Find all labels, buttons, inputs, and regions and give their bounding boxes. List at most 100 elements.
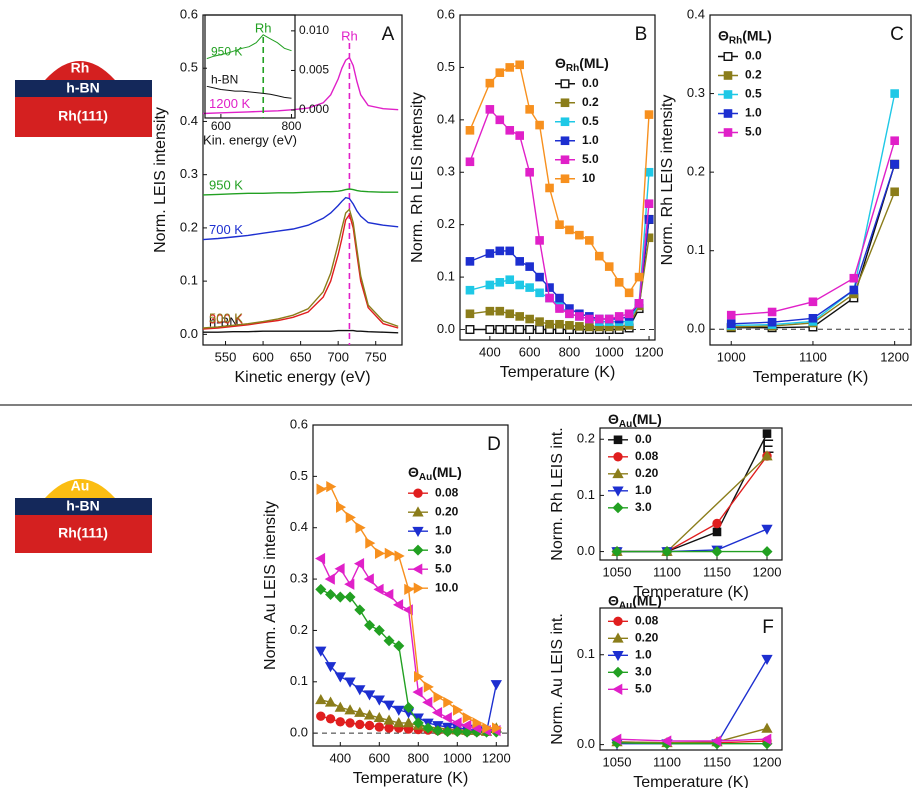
marker bbox=[505, 246, 515, 256]
substrate-shape bbox=[15, 515, 152, 553]
series-line bbox=[203, 329, 399, 334]
x-tick-label: 600 bbox=[519, 344, 541, 359]
marker bbox=[364, 720, 375, 731]
legend-symbol: Θ bbox=[408, 464, 419, 480]
x-tick-label: 400 bbox=[479, 344, 501, 359]
y-tick-label: 0.0 bbox=[180, 326, 198, 341]
marker bbox=[345, 718, 355, 728]
marker bbox=[535, 288, 544, 298]
legend-label: 0.0 bbox=[745, 49, 762, 63]
y-tick-label: 0.4 bbox=[687, 6, 705, 21]
legend-marker bbox=[723, 52, 733, 62]
peak-annotation: Rh bbox=[255, 20, 272, 35]
marker bbox=[545, 283, 554, 292]
marker bbox=[414, 671, 425, 683]
marker bbox=[661, 735, 672, 747]
legend-label: 0.20 bbox=[635, 630, 659, 644]
legend-label: 1.0 bbox=[635, 647, 652, 661]
panel-label: F bbox=[762, 617, 774, 638]
marker bbox=[767, 317, 777, 327]
x-tick-label: 400 bbox=[329, 750, 351, 765]
curve-label: 300 K bbox=[209, 311, 243, 326]
legend-label: 5.0 bbox=[635, 681, 652, 695]
legend-marker bbox=[560, 155, 570, 165]
legend-label: 3.0 bbox=[635, 664, 652, 678]
marker bbox=[611, 733, 622, 745]
marker bbox=[315, 646, 327, 657]
marker bbox=[604, 314, 614, 324]
marker bbox=[383, 714, 395, 725]
marker bbox=[515, 280, 524, 290]
series-line bbox=[202, 207, 399, 329]
y-tick-label: 0.000 bbox=[299, 102, 329, 116]
y-tick-label: 0.2 bbox=[180, 219, 198, 234]
legend-unit: (ML) bbox=[632, 411, 662, 427]
legend-symbol: Θ bbox=[608, 411, 619, 427]
y-tick-label: 0.2 bbox=[577, 431, 595, 446]
x-tick-label: 1200 bbox=[753, 564, 782, 579]
x-tick-label: 550 bbox=[215, 349, 237, 364]
marker bbox=[495, 325, 505, 335]
marker bbox=[565, 309, 574, 319]
peak-annotation: Rh bbox=[341, 28, 358, 43]
marker bbox=[384, 547, 395, 560]
marker bbox=[451, 726, 463, 738]
legend-label: 3.0 bbox=[435, 542, 452, 556]
legend-marker bbox=[412, 563, 423, 575]
y-tick-label: 0.6 bbox=[290, 416, 308, 431]
marker bbox=[314, 552, 326, 565]
marker bbox=[634, 272, 644, 282]
plot-frame bbox=[709, 14, 912, 346]
y-tick-label: 0.3 bbox=[437, 164, 455, 179]
marker bbox=[325, 588, 337, 600]
marker bbox=[354, 706, 366, 717]
legend-marker bbox=[612, 632, 624, 643]
y-tick-label: 0.2 bbox=[290, 622, 308, 637]
legend-marker bbox=[613, 616, 623, 626]
x-tick-label: 1200 bbox=[753, 754, 782, 769]
diagram-au: Au h-BN Rh(111) bbox=[15, 478, 152, 553]
marker bbox=[505, 325, 515, 335]
x-tick-label: 1200 bbox=[880, 349, 909, 364]
marker bbox=[442, 726, 454, 738]
marker bbox=[515, 60, 524, 70]
legend-marker bbox=[560, 79, 570, 89]
legend-label: 1.0 bbox=[745, 106, 762, 120]
series-line bbox=[616, 727, 768, 744]
marker bbox=[373, 583, 384, 596]
panel-label: C bbox=[890, 24, 904, 45]
curve-label: 700 K bbox=[209, 222, 243, 237]
marker bbox=[585, 314, 594, 324]
legend-label: 0.20 bbox=[635, 466, 659, 480]
layer-shape bbox=[15, 498, 152, 515]
y-tick-label: 0.5 bbox=[437, 59, 455, 74]
marker bbox=[355, 522, 366, 534]
cap-shape bbox=[45, 479, 115, 498]
marker bbox=[373, 624, 385, 636]
x-axis-label: Temperature (K) bbox=[633, 584, 749, 601]
legend-label: 0.08 bbox=[635, 449, 659, 463]
legend-symbol: Θ bbox=[555, 54, 566, 70]
marker bbox=[711, 735, 722, 747]
marker bbox=[624, 309, 634, 319]
layer-shape bbox=[15, 80, 152, 97]
marker bbox=[465, 285, 475, 295]
plot-frame bbox=[312, 424, 509, 747]
plot-frame bbox=[599, 607, 783, 751]
y-tick-label: 0.6 bbox=[180, 6, 198, 21]
marker bbox=[485, 325, 495, 335]
y-tick-label: 0.5 bbox=[290, 468, 308, 483]
marker bbox=[394, 550, 405, 562]
legend-marker bbox=[412, 506, 424, 517]
marker bbox=[525, 167, 534, 177]
marker bbox=[316, 711, 326, 721]
marker bbox=[761, 722, 773, 733]
marker bbox=[461, 726, 473, 738]
marker bbox=[726, 310, 736, 320]
marker bbox=[555, 319, 564, 329]
marker bbox=[344, 591, 356, 603]
marker bbox=[761, 524, 773, 535]
marker bbox=[505, 275, 515, 285]
legend-title: ΘAu(ML) bbox=[408, 464, 462, 483]
marker bbox=[712, 527, 722, 537]
